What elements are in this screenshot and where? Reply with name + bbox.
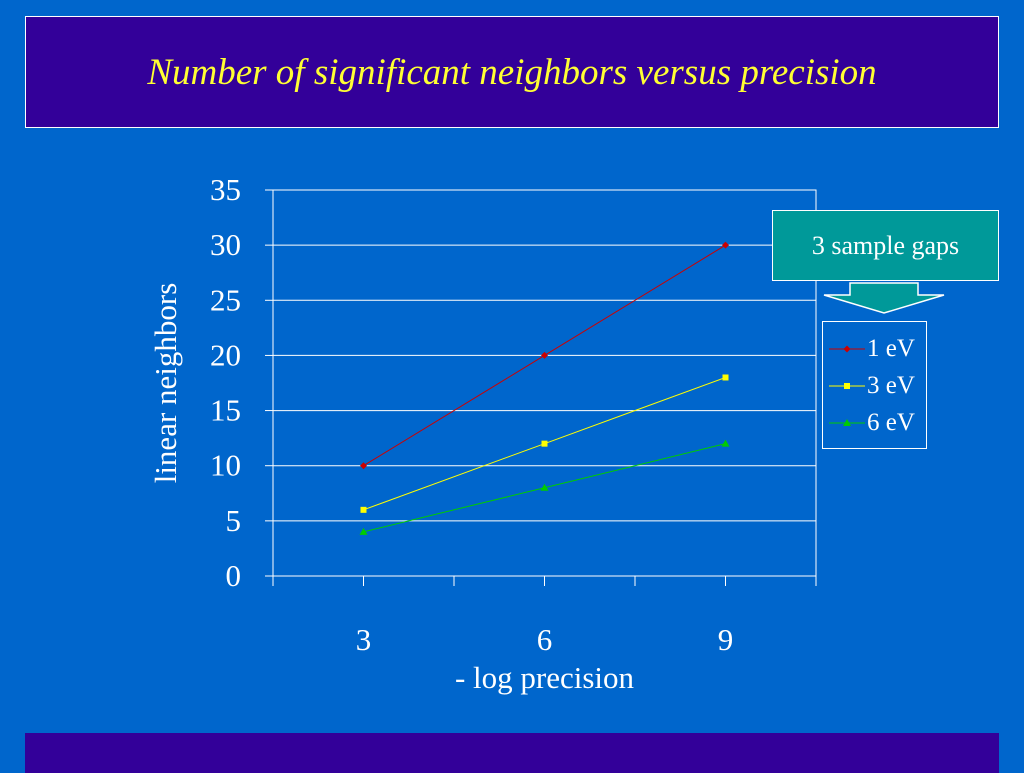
plot-area: [272, 189, 817, 577]
legend-swatch-6ev: [829, 418, 865, 426]
tick-label-y-15: 15: [210, 393, 241, 428]
title-banner: Number of significant neighbors versus p…: [25, 16, 999, 128]
legend-marker-1: [844, 382, 850, 389]
point-series2-0: [359, 527, 368, 535]
legend-label-3ev: 3 eV: [867, 371, 915, 399]
tick-label-y-0: 0: [226, 558, 242, 593]
point-series1-1: [541, 440, 548, 447]
point-series2-2: [721, 439, 730, 447]
y-axis-label: linear neighbors: [148, 283, 183, 484]
point-series1-2: [722, 374, 729, 381]
tick-label-y-25: 25: [210, 282, 241, 317]
chart-legend: 1 eV 3 eV 6 eV: [822, 321, 927, 449]
point-series0-0: [360, 462, 367, 470]
legend-item-6ev: 6 eV: [823, 404, 926, 441]
slide-title: Number of significant neighbors versus p…: [147, 51, 877, 93]
tick-label-x-9: 9: [718, 622, 734, 657]
callout-label: 3 sample gaps: [811, 230, 960, 260]
tick-label-y-20: 20: [210, 337, 241, 372]
point-series0-2: [722, 241, 729, 249]
tick-label-x-3: 3: [356, 622, 372, 657]
point-series0-1: [541, 351, 548, 359]
legend-item-3ev: 3 eV: [823, 367, 926, 404]
legend-marker-2: [843, 418, 851, 426]
tick-label-y-35: 35: [210, 172, 241, 207]
x-axis-label: - log precision: [455, 660, 635, 695]
callout-box: 3 sample gaps: [772, 210, 999, 281]
footer-bar: [25, 733, 999, 773]
tick-label-x-6: 6: [537, 622, 553, 657]
legend-swatch-1ev: [829, 345, 865, 352]
point-series2-1: [540, 483, 549, 491]
point-series1-0: [360, 506, 367, 513]
tick-label-y-30: 30: [210, 227, 241, 262]
legend-label-1ev: 1 eV: [867, 334, 915, 362]
tick-label-y-5: 5: [226, 503, 242, 538]
legend-marker-0: [843, 345, 851, 352]
legend-swatch-3ev: [829, 382, 865, 389]
tick-label-y-10: 10: [210, 448, 241, 483]
legend-item-1ev: 1 eV: [823, 330, 926, 367]
legend-label-6ev: 6 eV: [867, 408, 915, 436]
down-arrow-icon: [823, 282, 945, 314]
